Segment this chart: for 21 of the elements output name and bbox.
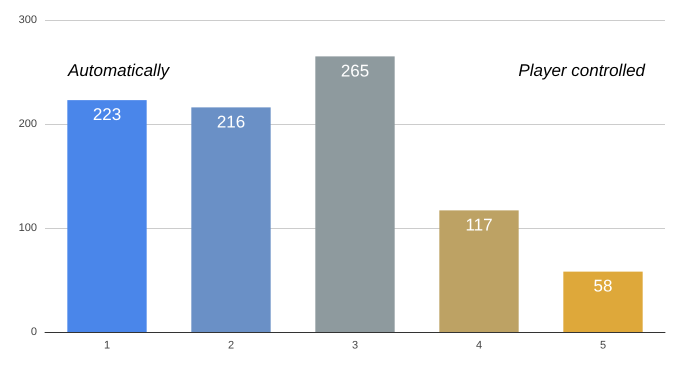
bar bbox=[191, 107, 271, 332]
data-label: 265 bbox=[340, 61, 370, 80]
data-label: 58 bbox=[594, 276, 612, 296]
annotation: Player controlled bbox=[518, 61, 646, 80]
x-tick-label: 4 bbox=[476, 340, 482, 352]
x-tick-label: 3 bbox=[352, 340, 358, 352]
annotation: Automatically bbox=[67, 61, 171, 80]
bar bbox=[315, 56, 395, 332]
bar bbox=[439, 210, 519, 332]
data-label: 117 bbox=[465, 215, 493, 234]
x-tick-label: 1 bbox=[104, 340, 110, 352]
data-label: 223 bbox=[92, 105, 122, 124]
x-tick-label: 5 bbox=[600, 340, 606, 352]
bar bbox=[67, 100, 147, 332]
y-tick-label: 100 bbox=[18, 222, 37, 234]
y-tick-label: 200 bbox=[18, 118, 37, 130]
data-label: 216 bbox=[216, 112, 246, 132]
y-tick-label: 0 bbox=[30, 326, 37, 338]
y-tick-label: 300 bbox=[18, 14, 37, 26]
bar bbox=[563, 272, 643, 332]
x-tick-label: 2 bbox=[228, 340, 234, 352]
